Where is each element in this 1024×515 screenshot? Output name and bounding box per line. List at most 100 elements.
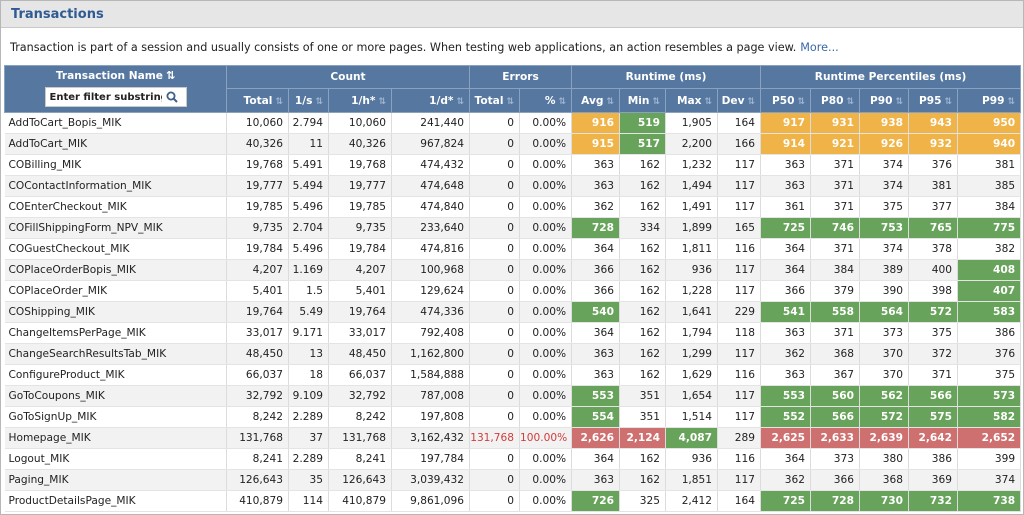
table-row[interactable]: GoToSignUp_MIK 8,242 2.289 8,242 197,808 0 0.0… [4,406,1022,428]
table-row[interactable]: COPlaceOrderBopis_MIK 4,207 1.169 4,207 100,… [4,259,1022,281]
cell-avg: 540 [571,301,621,323]
sort-icon[interactable]: ⇅ [1007,96,1016,107]
cell-per-hour: 19,768 [328,154,392,176]
cell-error-total: 0 [469,196,521,218]
cell-max: 1,641 [665,301,719,323]
cell-p95: 575 [908,406,959,428]
cell-p90: 572 [859,406,910,428]
sort-icon[interactable]: ⇅ [275,96,283,107]
cell-per-second: 9.109 [288,385,329,407]
cell-p99: 386 [957,322,1022,344]
column-header-p99[interactable]: P99 ⇅ [957,88,1022,113]
transaction-name: ChangeItemsPerPage_MIK [4,322,227,344]
table-row[interactable]: AddToCart_Bopis_MIK 10,060 2.794 10,060 241,… [4,112,1022,134]
column-header-total[interactable]: Total ⇅ [226,88,289,113]
sort-icon[interactable]: ⇅ [652,96,661,107]
cell-min: 2,124 [619,427,667,449]
sort-icon[interactable]: ⇅ [944,96,953,107]
cell-p50: 363 [760,364,812,386]
column-header-max[interactable]: Max ⇅ [665,88,719,113]
cell-per-hour: 4,207 [328,259,392,281]
cell-avg: 366 [571,259,621,281]
sort-icon[interactable]: ⇅ [315,96,323,107]
sort-icon[interactable]: ⇅ [606,96,615,107]
table-row[interactable]: COBilling_MIK 19,768 5.491 19,768 474,432 0 0.… [4,154,1022,176]
cell-per-second: 114 [288,490,329,512]
cell-p95: 943 [908,112,959,134]
cell-min: 517 [619,133,667,155]
sort-icon[interactable]: ⇅ [846,96,855,107]
sort-icon[interactable]: ⇅ [506,96,515,107]
table-row[interactable]: COContactInformation_MIK 19,777 5.494 19,77… [4,175,1022,197]
sort-icon[interactable]: ⇅ [704,96,713,107]
column-header-transaction-name[interactable]: Transaction Name ⇅ [4,65,227,113]
table-row[interactable]: ProductDetailsPage_MIK 410,879 114 410,879 9… [4,490,1022,512]
column-header-p80[interactable]: P80 ⇅ [810,88,861,113]
cell-error-percent: 0.00% [519,217,573,239]
table-row[interactable]: COFillShippingForm_NPV_MIK 9,735 2.704 9,73… [4,217,1022,239]
column-header-avg[interactable]: Avg ⇅ [571,88,621,113]
cell-max: 1,232 [665,154,719,176]
more-link[interactable]: More... [800,40,839,54]
cell-p99: 573 [957,385,1022,407]
cell-p99: 381 [957,154,1022,176]
sort-icon[interactable]: ⇅ [558,96,567,107]
cell-p50: 366 [760,280,812,302]
cell-min: 162 [619,196,667,218]
table-row[interactable]: Logout_MIK 8,241 2.289 8,241 197,784 0 0.00% 36… [4,448,1022,470]
cell-p90: 389 [859,259,910,281]
cell-per-day: 792,408 [391,322,471,344]
cell-error-total: 0 [469,490,521,512]
cell-min: 162 [619,175,667,197]
sort-icon[interactable]: ⇅ [895,96,904,107]
cell-total: 19,768 [226,154,289,176]
table-row[interactable]: ChangeSearchResultsTab_MIK 48,450 13 48,450… [4,343,1022,365]
cell-p99: 582 [957,406,1022,428]
cell-per-day: 233,640 [391,217,471,239]
column-header-p95[interactable]: P95 ⇅ [908,88,959,113]
cell-min: 162 [619,238,667,260]
column-header-error-percent[interactable]: % ⇅ [519,88,573,113]
sort-icon[interactable]: ⇅ [378,96,386,107]
column-header-p50[interactable]: P50 ⇅ [760,88,812,113]
sort-icon[interactable]: ⇅ [165,69,176,82]
cell-dev: 289 [717,427,762,449]
cell-p80: 371 [810,196,861,218]
table-row[interactable]: ConfigureProduct_MIK 66,037 18 66,037 1,584,… [4,364,1022,386]
table-row[interactable]: Homepage_MIK 131,768 37 131,768 3,162,432 131… [4,427,1022,449]
sort-icon[interactable]: ⇅ [797,96,806,107]
table-row[interactable]: Paging_MIK 126,643 35 126,643 3,039,432 0 0.00… [4,469,1022,491]
column-header-error-total[interactable]: Total ⇅ [469,88,521,113]
table-row[interactable]: COEnterCheckout_MIK 19,785 5.496 19,785 474,… [4,196,1022,218]
cell-min: 162 [619,469,667,491]
table-row[interactable]: COPlaceOrder_MIK 5,401 1.5 5,401 129,624 0 0.0… [4,280,1022,302]
column-header-p90[interactable]: P90 ⇅ [859,88,910,113]
cell-per-day: 474,840 [391,196,471,218]
column-header-min[interactable]: Min ⇅ [619,88,667,113]
column-header-per-day[interactable]: 1/d* ⇅ [390,88,471,113]
cell-per-hour: 9,735 [328,217,392,239]
table-row[interactable]: GoToCoupons_MIK 32,792 9.109 32,792 787,008 0… [4,385,1022,407]
cell-error-percent: 0.00% [519,133,573,155]
column-header-dev[interactable]: Dev ⇅ [717,88,762,113]
filter-input[interactable] [45,89,162,105]
cell-avg: 363 [571,364,621,386]
cell-max: 1,851 [665,469,719,491]
table-row[interactable]: ChangeItemsPerPage_MIK 33,017 9.171 33,017 7… [4,322,1022,344]
cell-per-second: 5.491 [288,154,329,176]
cell-p95: 572 [908,301,959,323]
column-header-per-second[interactable]: 1/s ⇅ [288,88,329,113]
cell-total: 131,768 [226,427,289,449]
transaction-name: Homepage_MIK [4,427,227,449]
column-header-per-hour[interactable]: 1/h* ⇅ [328,88,392,113]
cell-dev: 116 [717,448,762,470]
sort-icon[interactable]: ⇅ [747,96,756,107]
cell-p80: 921 [810,133,861,155]
transaction-name: COEnterCheckout_MIK [4,196,227,218]
sort-icon[interactable]: ⇅ [456,96,465,107]
table-row[interactable]: AddToCart_MIK 40,326 11 40,326 967,824 0 0.00%… [4,133,1022,155]
search-icon[interactable] [162,89,182,105]
table-row[interactable]: COGuestCheckout_MIK 19,784 5.496 19,784 474,… [4,238,1022,260]
table-row[interactable]: COShipping_MIK 19,764 5.49 19,764 474,336 0 0.… [4,301,1022,323]
cell-per-hour: 131,768 [328,427,392,449]
